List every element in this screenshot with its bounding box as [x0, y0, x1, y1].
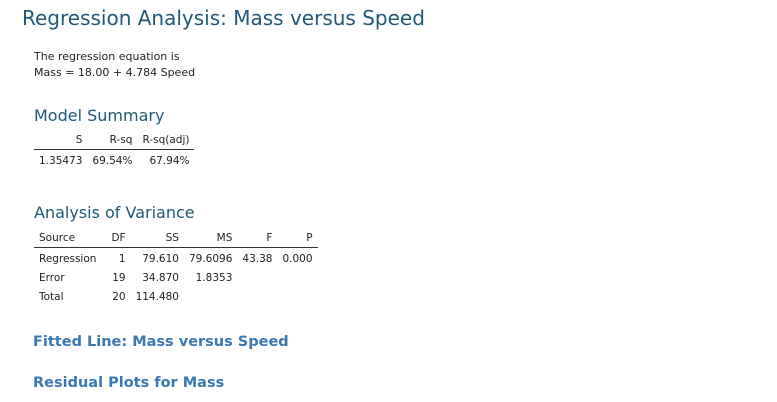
column-header-df: DF — [106, 231, 131, 248]
column-header-ss: SS — [130, 231, 184, 248]
column-header-ms: MS — [183, 231, 238, 248]
residual-plots-link[interactable]: Residual Plots for Mass — [33, 375, 225, 391]
table-row: 1.35473 69.54% 67.94% — [34, 150, 194, 172]
table-cell: 79.6096 — [188, 253, 233, 265]
table-cell: 79.610 — [142, 253, 179, 265]
table-cell: 1.8353 — [195, 272, 233, 284]
table-cell — [184, 288, 237, 307]
table-cell: 19 — [112, 272, 126, 284]
table-header-row: S R-sq R-sq(adj) — [34, 133, 195, 150]
table-cell: 34.870 — [142, 272, 179, 284]
column-header-r-sq: R-sq — [87, 133, 138, 150]
column-header-f: F — [237, 231, 278, 248]
table-header-row: Source DF SS MS F P — [34, 231, 318, 248]
table-row: Regression 1 79.610 79.6096 43.38 0.000 — [34, 248, 318, 270]
table-cell: 20 — [112, 291, 126, 303]
anova-heading: Analysis of Variance — [34, 203, 195, 222]
model-summary-heading: Model Summary — [34, 106, 165, 125]
table-cell: 69.54% — [92, 155, 133, 167]
table-cell: Total — [39, 291, 64, 303]
table-cell: 114.480 — [135, 291, 179, 303]
table-row: Error 19 34.870 1.8353 — [34, 269, 318, 288]
table-cell — [237, 288, 277, 307]
table-cell: 67.94% — [149, 155, 190, 167]
model-summary-table: S R-sq R-sq(adj) 1.35473 69.54% 67.94% — [34, 133, 195, 172]
table-cell — [237, 269, 277, 288]
table-cell: 1.35473 — [39, 155, 83, 167]
table-row: Total 20 114.480 — [34, 288, 318, 307]
equation-formula: Mass = 18.00 + 4.784 Speed — [34, 66, 196, 79]
table-cell: Regression — [39, 253, 97, 265]
page-title: Regression Analysis: Mass versus Speed — [22, 6, 425, 30]
anova-table: Source DF SS MS F P Regression 1 79.610 … — [34, 231, 318, 307]
column-header-r-sq-adj: R-sq(adj) — [137, 133, 195, 150]
column-header-p: P — [277, 231, 318, 248]
table-cell: 0.000 — [282, 253, 313, 265]
fitted-line-link[interactable]: Fitted Line: Mass versus Speed — [33, 334, 289, 350]
equation-intro: The regression equation is — [34, 50, 180, 63]
table-cell: 1 — [118, 253, 126, 265]
column-header-s: S — [34, 133, 88, 150]
table-cell — [277, 288, 317, 307]
regression-equation: The regression equation is Mass = 18.00 … — [34, 49, 195, 81]
table-cell: 43.38 — [242, 253, 273, 265]
column-header-source: Source — [34, 231, 107, 248]
table-cell: Error — [39, 272, 65, 284]
table-cell — [277, 269, 317, 288]
